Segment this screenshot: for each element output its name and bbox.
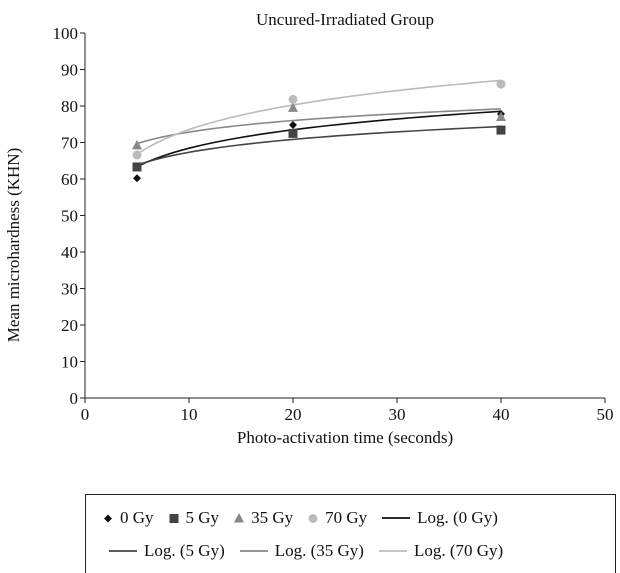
legend-item: 70 Gy bbox=[307, 508, 367, 528]
trendline-3 bbox=[136, 79, 502, 155]
legend-item: Log. (0 Gy) bbox=[381, 508, 498, 528]
data-point-2-2 bbox=[496, 111, 506, 121]
trendline-0 bbox=[136, 110, 502, 168]
y-tick-label: 20 bbox=[61, 316, 78, 335]
legend-label: Log. (5 Gy) bbox=[144, 541, 225, 560]
x-tick-label: 20 bbox=[285, 405, 302, 424]
trendline-1 bbox=[136, 125, 502, 166]
x-axis-label: Photo-activation time (seconds) bbox=[236, 428, 454, 447]
y-tick-label: 40 bbox=[61, 243, 78, 262]
legend-line-swatch bbox=[239, 550, 268, 552]
legend-marker-swatch bbox=[104, 514, 112, 523]
data-point-0-1 bbox=[289, 120, 297, 129]
y-axis-label: Mean microhardness (KHN) bbox=[4, 147, 23, 343]
trendline-2 bbox=[136, 108, 502, 145]
x-tick-label: 0 bbox=[81, 405, 90, 424]
legend-label: 5 Gy bbox=[185, 508, 220, 527]
chart-title: Uncured-Irradiated Group bbox=[256, 10, 434, 29]
x-tick-label: 30 bbox=[389, 405, 406, 424]
legend-marker-swatch bbox=[308, 514, 318, 523]
legend-marker-mark bbox=[234, 513, 245, 523]
legend-label: 35 Gy bbox=[251, 508, 294, 527]
y-tick-label: 70 bbox=[61, 134, 78, 153]
legend: 0 Gy 5 Gy 35 Gy 70 Gy Log. (0 Gy) Log. (5 Gy… bbox=[85, 494, 616, 573]
data-point-2-0 bbox=[132, 139, 142, 150]
legend-line-swatch bbox=[109, 550, 137, 552]
legend-marker-mark bbox=[104, 514, 112, 523]
data-point-3-0 bbox=[132, 150, 142, 160]
legend-item: Log. (70 Gy) bbox=[378, 541, 503, 561]
legend-label: Log. (0 Gy) bbox=[417, 508, 498, 527]
x-tick-label: 50 bbox=[597, 405, 614, 424]
legend-item: 35 Gy bbox=[233, 508, 293, 528]
x-tick-label: 10 bbox=[181, 405, 198, 424]
legend-marker-mark bbox=[308, 514, 318, 523]
legend-line-swatch bbox=[382, 517, 411, 519]
data-point-1-0 bbox=[132, 162, 142, 172]
legend-item: Log. (35 Gy) bbox=[239, 541, 364, 561]
data-point-3-1 bbox=[288, 94, 298, 104]
data-point-0-0 bbox=[133, 174, 141, 183]
data-point-1-2 bbox=[496, 125, 506, 135]
y-tick-label: 50 bbox=[61, 207, 78, 226]
legend-row: 0 Gy 5 Gy 35 Gy 70 Gy Log. (0 Gy) bbox=[102, 507, 512, 529]
data-point-2-1 bbox=[288, 102, 298, 112]
legend-label: 70 Gy bbox=[325, 508, 368, 527]
x-tick-label: 40 bbox=[493, 405, 510, 424]
legend-item: 0 Gy bbox=[102, 508, 154, 528]
legend-label: Log. (35 Gy) bbox=[274, 541, 364, 560]
legend-item: Log. (5 Gy) bbox=[108, 541, 225, 561]
y-tick-label: 100 bbox=[53, 24, 79, 43]
legend-marker-swatch bbox=[169, 514, 179, 523]
y-tick-label: 30 bbox=[61, 280, 78, 299]
legend-marker-mark bbox=[169, 514, 179, 523]
y-tick-label: 60 bbox=[61, 170, 78, 189]
legend-label: Log. (70 Gy) bbox=[413, 541, 504, 560]
legend-marker-swatch bbox=[234, 513, 245, 523]
y-tick-label: 80 bbox=[61, 97, 78, 116]
data-point-3-2 bbox=[496, 79, 506, 89]
y-tick-label: 0 bbox=[70, 389, 79, 408]
legend-row: Log. (5 Gy) Log. (35 Gy) Log. (70 Gy) bbox=[108, 540, 517, 562]
y-tick-label: 10 bbox=[61, 353, 78, 372]
data-point-1-1 bbox=[288, 128, 298, 138]
legend-line-swatch bbox=[378, 550, 407, 552]
y-tick-label: 90 bbox=[61, 61, 78, 80]
legend-item: 5 Gy bbox=[168, 508, 220, 528]
legend-label: 0 Gy bbox=[120, 508, 154, 527]
